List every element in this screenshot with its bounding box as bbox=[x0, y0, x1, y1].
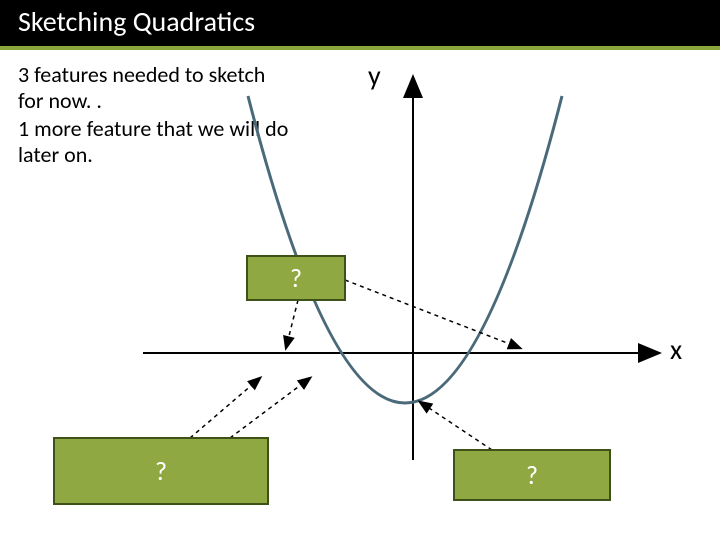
parabola-curve bbox=[248, 96, 562, 403]
arrow-right-yint bbox=[420, 402, 492, 450]
feature-box-right: ? bbox=[454, 450, 610, 500]
arrow-left-2 bbox=[230, 378, 310, 438]
feature-box-left: ? bbox=[54, 438, 268, 504]
slide: { "title": "Sketching Quadratics", "body… bbox=[0, 0, 720, 540]
arrow-top-root-right bbox=[345, 280, 520, 348]
arrow-left-1 bbox=[190, 378, 260, 438]
feature-box-top: ? bbox=[247, 256, 345, 300]
arrow-top-root-left bbox=[286, 300, 298, 348]
